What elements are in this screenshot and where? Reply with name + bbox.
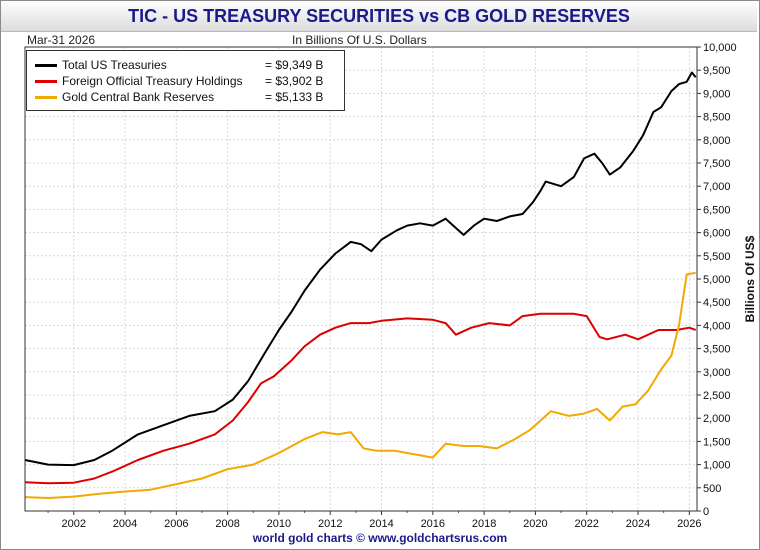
x-tick-label: 2018 — [472, 518, 496, 530]
legend-swatch — [35, 63, 57, 67]
chart-title: TIC - US TREASURY SECURITIES vs CB GOLD … — [128, 5, 630, 26]
plot-border — [24, 46, 698, 512]
x-tick-label: 2008 — [215, 518, 239, 530]
legend-swatch — [35, 79, 57, 83]
y-tick-label: 3,000 — [703, 367, 731, 379]
legend-item-foreign-official-holdings: Foreign Official Treasury Holdings = $3,… — [35, 73, 323, 89]
x-tick-label: 2012 — [318, 518, 342, 530]
legend-label: Foreign Official Treasury Holdings — [62, 74, 243, 88]
y-tick-label: 6,000 — [703, 228, 731, 240]
y-tick-label: 6,500 — [703, 204, 731, 216]
y-tick-label: 1,000 — [703, 460, 731, 472]
legend-item-gold-central-bank-reserves: Gold Central Bank Reserves = $5,133 B — [35, 89, 323, 105]
y-tick-label: 500 — [703, 483, 721, 495]
y-tick-label: 7,000 — [703, 181, 731, 193]
x-tick-label: 2002 — [61, 518, 85, 530]
legend: Total US Treasuries = $9,349 B Foreign O… — [26, 50, 345, 111]
series-line-total-us-treasuries — [24, 71, 697, 467]
legend-swatch — [35, 95, 57, 99]
y-tick-label: 8,500 — [703, 112, 731, 124]
legend-value: = $9,349 B — [265, 58, 324, 72]
y-tick-label: 10,000 — [703, 42, 737, 54]
y-tick-label: 0 — [703, 506, 709, 518]
x-tick-label: 2006 — [164, 518, 188, 530]
legend-value: = $5,133 B — [265, 90, 324, 104]
y-tick-label: 4,000 — [703, 320, 731, 332]
y-tick-label: 5,000 — [703, 274, 731, 286]
x-tick-label: 2014 — [369, 518, 393, 530]
x-tick-label: 2024 — [626, 518, 650, 530]
y-tick-label: 1,500 — [703, 436, 731, 448]
footer-credit: world gold charts © www.goldchartsrus.co… — [252, 531, 508, 545]
y-tick-label: 3,500 — [703, 344, 731, 356]
title-bar: TIC - US TREASURY SECURITIES vs CB GOLD … — [1, 1, 757, 32]
chart-units: In Billions Of U.S. Dollars — [292, 33, 427, 47]
chart-date: Mar-31 2026 — [27, 33, 96, 47]
y-tick-label: 2,500 — [703, 390, 731, 402]
x-tick-label: 2010 — [267, 518, 291, 530]
legend-label: Total US Treasuries — [62, 58, 167, 72]
y-tick-label: 5,500 — [703, 251, 731, 263]
y-tick-label: 9,500 — [703, 65, 731, 77]
y-tick-label: 2,000 — [703, 413, 731, 425]
x-tick-label: 2004 — [113, 518, 137, 530]
x-tick-label: 2026 — [677, 518, 701, 530]
series-line-gold-central-bank-reserves — [24, 271, 696, 499]
x-tick-label: 2022 — [574, 518, 598, 530]
x-tick-label: 2020 — [523, 518, 547, 530]
y-axis-label: Billions Of US$ — [743, 235, 757, 322]
y-tick-label: 9,000 — [703, 88, 731, 100]
legend-value: = $3,902 B — [265, 74, 324, 88]
y-tick-label: 4,500 — [703, 297, 731, 309]
y-tick-label: 8,000 — [703, 135, 731, 147]
series-line-foreign-official-treasury-holdings — [24, 312, 697, 485]
legend-item-total-us-treasuries: Total US Treasuries = $9,349 B — [35, 57, 323, 73]
y-tick-label: 7,500 — [703, 158, 731, 170]
legend-label: Gold Central Bank Reserves — [62, 90, 215, 104]
x-tick-label: 2016 — [421, 518, 445, 530]
